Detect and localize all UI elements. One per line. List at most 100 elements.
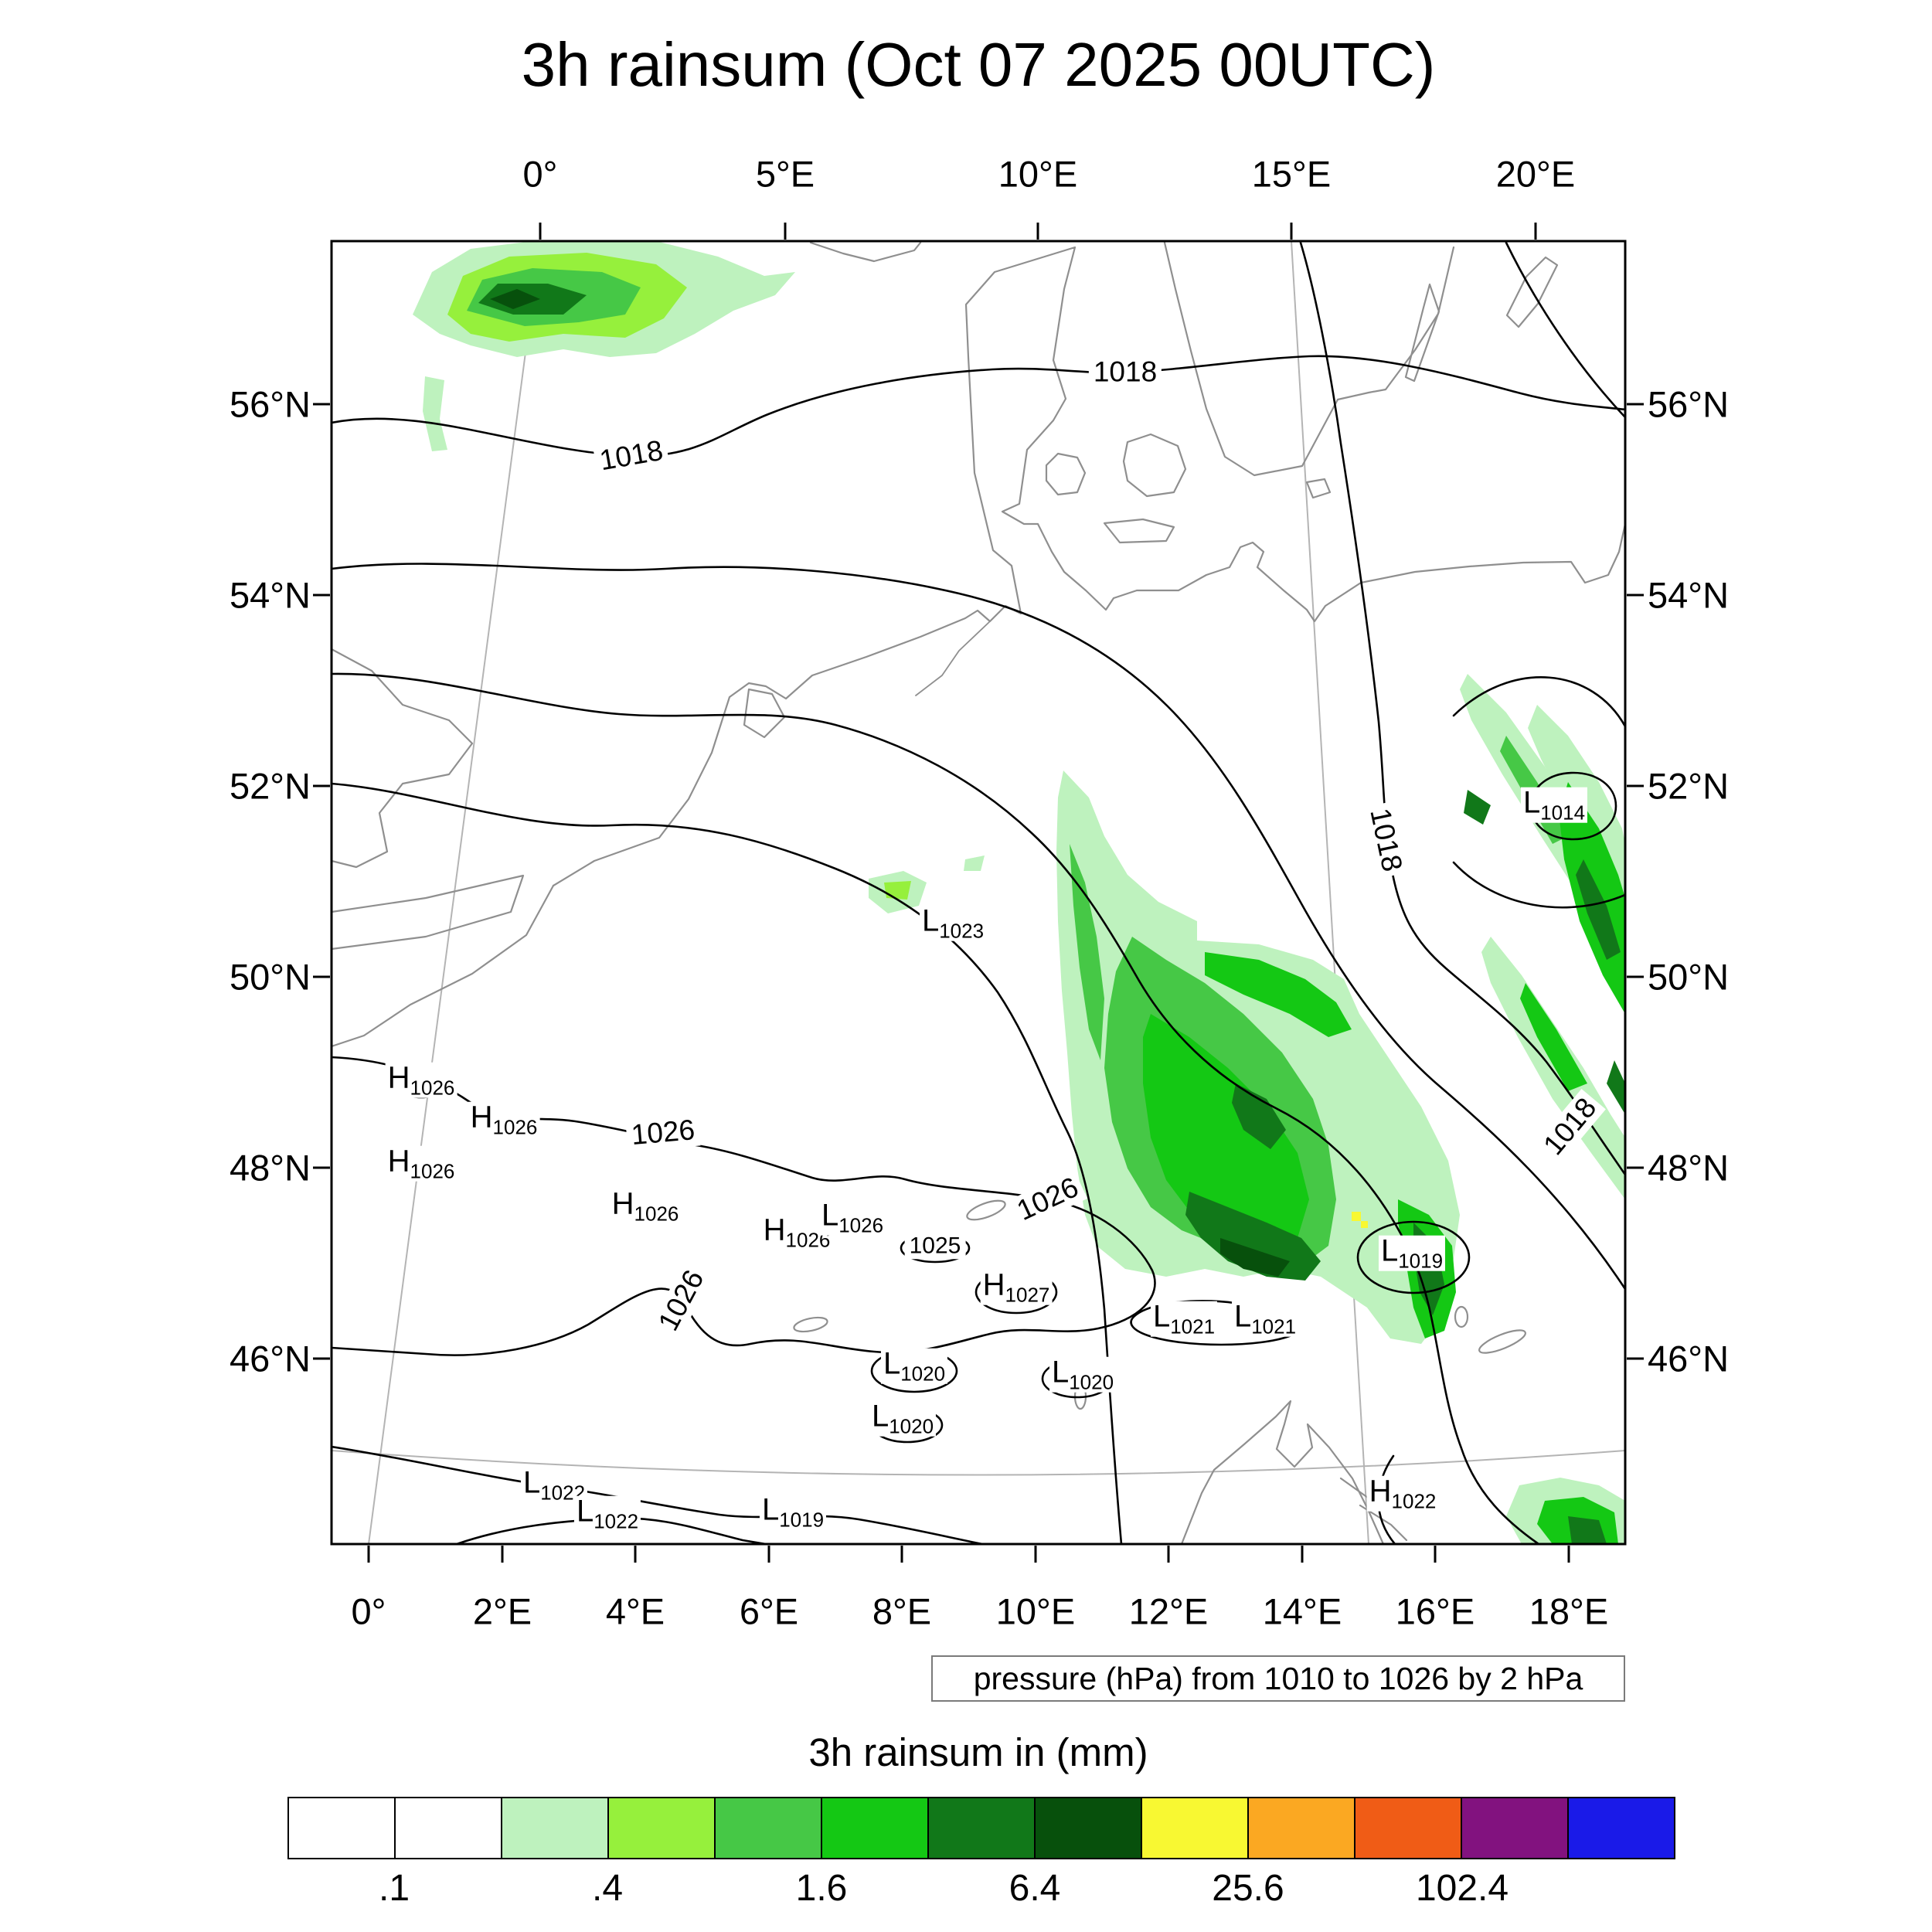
colorbar-segment (1355, 1798, 1462, 1858)
pressure-center-high: H1022 (1366, 1475, 1439, 1512)
left-axis-label: 52°N (229, 765, 311, 807)
bottom-axis-label: 6°E (739, 1590, 799, 1632)
pressure-center-low: L1020 (869, 1400, 937, 1437)
contour-label: 1025 (904, 1233, 966, 1259)
coast-sweden (1163, 241, 1455, 477)
colorbar-tick-label: 1.6 (795, 1868, 848, 1909)
colorbar-tick-label: 25.6 (1212, 1868, 1284, 1909)
bottom-axis-label: 12°E (1128, 1590, 1209, 1632)
island-zealand (1122, 433, 1187, 498)
pressure-center-low: L1022 (520, 1467, 588, 1503)
pressure-center-low: L1020 (880, 1348, 948, 1384)
contour-south-a (332, 1445, 984, 1544)
left-axis-label: 56°N (229, 383, 311, 425)
bottom-axis-label: 16°E (1395, 1590, 1475, 1632)
pressure-center-high: H1026 (385, 1145, 457, 1182)
coastlines (332, 241, 1625, 1544)
bottom-axis-label: 18°E (1529, 1590, 1609, 1632)
colorbar (287, 1797, 1675, 1859)
bottom-axis-label: 4°E (605, 1590, 665, 1632)
contour-1020 (332, 563, 1625, 1291)
map-area: 1018 1018 1018 1018 1026 1026 1026 1025 … (313, 223, 1644, 1563)
graticule (332, 241, 1625, 1544)
colorbar-segment (929, 1798, 1036, 1858)
pressure-caption: pressure (hPa) from 1010 to 1026 by 2 hP… (931, 1655, 1625, 1702)
contour-1018-north (332, 355, 1625, 457)
colorbar-segment (1462, 1798, 1569, 1858)
colorbar-segment (822, 1798, 929, 1858)
contour-label: 1018 (1088, 356, 1162, 389)
top-axis-label: 15°E (1251, 153, 1332, 195)
left-axis-label: 50°N (229, 956, 311, 998)
colorbar-segment (289, 1798, 396, 1858)
colorbar-tick-label: 102.4 (1415, 1868, 1509, 1909)
chart-title: 3h rainsum (Oct 07 2025 00UTC) (521, 30, 1436, 99)
contour-1016-corner (1505, 241, 1625, 419)
contour-1016-arc-b (1452, 861, 1625, 909)
colorbar-tick-label: .1 (378, 1868, 410, 1909)
colorbar-segment (716, 1798, 822, 1858)
top-axis-label: 5°E (755, 153, 815, 195)
pressure-center-low: L1019 (1378, 1235, 1446, 1271)
pressure-center-low: L1023 (919, 905, 987, 941)
contour-1024 (332, 782, 1123, 1544)
colorbar-segment (502, 1798, 609, 1858)
pressure-contours (332, 241, 1625, 1544)
pressure-center-low: L1014 (1520, 787, 1588, 823)
pressure-center-high: H1026 (609, 1188, 682, 1224)
colorbar-segment (396, 1798, 502, 1858)
coast-adriatic (1180, 1400, 1385, 1544)
coast-france (332, 884, 555, 1048)
lake-constance (966, 1199, 1006, 1221)
coast-ijsselmeer (743, 688, 786, 739)
bottom-axis-label: 2°E (472, 1590, 532, 1632)
bottom-axis-label: 0° (351, 1590, 386, 1632)
top-axis-label: 20°E (1495, 153, 1576, 195)
colorbar-segment (1142, 1798, 1249, 1858)
colorbar-title: 3h rainsum in (mm) (808, 1730, 1148, 1774)
contour-1014-oval (1529, 771, 1617, 841)
river-elbe (915, 621, 991, 696)
top-axis-label: 10°E (998, 153, 1078, 195)
pressure-center-low: L1022 (573, 1495, 641, 1532)
lake-balaton (1478, 1329, 1526, 1354)
contour-1016-arc-a (1452, 676, 1625, 728)
axis-ticks (313, 223, 1644, 1563)
weather-map (313, 223, 1644, 1563)
pressure-center-high: H1026 (385, 1062, 457, 1098)
coast-england (332, 648, 474, 869)
pressure-center-high: H1026 (468, 1101, 540, 1138)
coast-kent (332, 874, 525, 951)
pressure-center-low: L1026 (818, 1199, 886, 1236)
right-axis-label: 56°N (1648, 383, 1730, 425)
island-bornholm (1305, 478, 1332, 499)
bottom-axis-label: 14°E (1262, 1590, 1342, 1632)
right-axis-label: 50°N (1648, 956, 1730, 998)
colorbar-segment (609, 1798, 716, 1858)
island-gotland (1505, 256, 1559, 328)
right-axis-label: 52°N (1648, 765, 1730, 807)
precipitation-shading (413, 241, 1625, 1544)
pressure-center-low: L1020 (1049, 1356, 1117, 1393)
bottom-axis-label: 8°E (872, 1590, 932, 1632)
lake-neusiedl (1454, 1305, 1469, 1328)
left-axis-label: 48°N (229, 1147, 311, 1189)
pressure-center-high: H1027 (980, 1269, 1053, 1305)
colorbar-segment (1036, 1798, 1142, 1858)
left-axis-label: 46°N (229, 1338, 311, 1379)
colorbar-tick-labels: .1 .4 1.6 6.4 25.6 102.4 (287, 1867, 1675, 1921)
contour-1019-cell (1356, 1220, 1471, 1294)
island-funen (1045, 452, 1087, 496)
coast-norway (809, 241, 922, 263)
colorbar-tick-label: .4 (591, 1868, 624, 1909)
left-axis-label: 54°N (229, 574, 311, 616)
contour-label: 1026 (625, 1114, 701, 1152)
coast-continent-baltic (552, 246, 1625, 887)
right-axis-label: 48°N (1648, 1147, 1730, 1189)
contour-1022 (332, 672, 1540, 1544)
bottom-axis-label: 10°E (995, 1590, 1076, 1632)
pressure-center-low: L1019 (759, 1494, 827, 1530)
adriatic-islands (1339, 1477, 1408, 1542)
island-lolland (1103, 518, 1175, 544)
